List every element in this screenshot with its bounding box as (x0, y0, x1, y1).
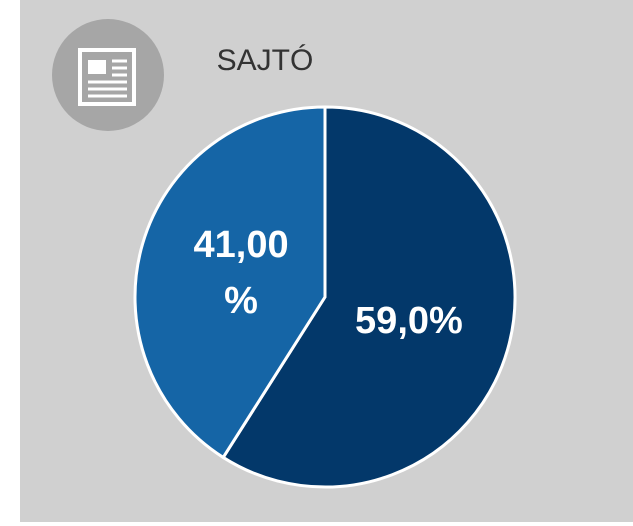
slice-label: 59,0% (355, 300, 463, 343)
pie-slice (221, 105, 517, 489)
chart-title: SAJTÓ (217, 44, 314, 77)
newspaper-icon (52, 19, 164, 131)
slice-label: 41,00 % (193, 223, 289, 322)
pie-slice (133, 105, 327, 460)
